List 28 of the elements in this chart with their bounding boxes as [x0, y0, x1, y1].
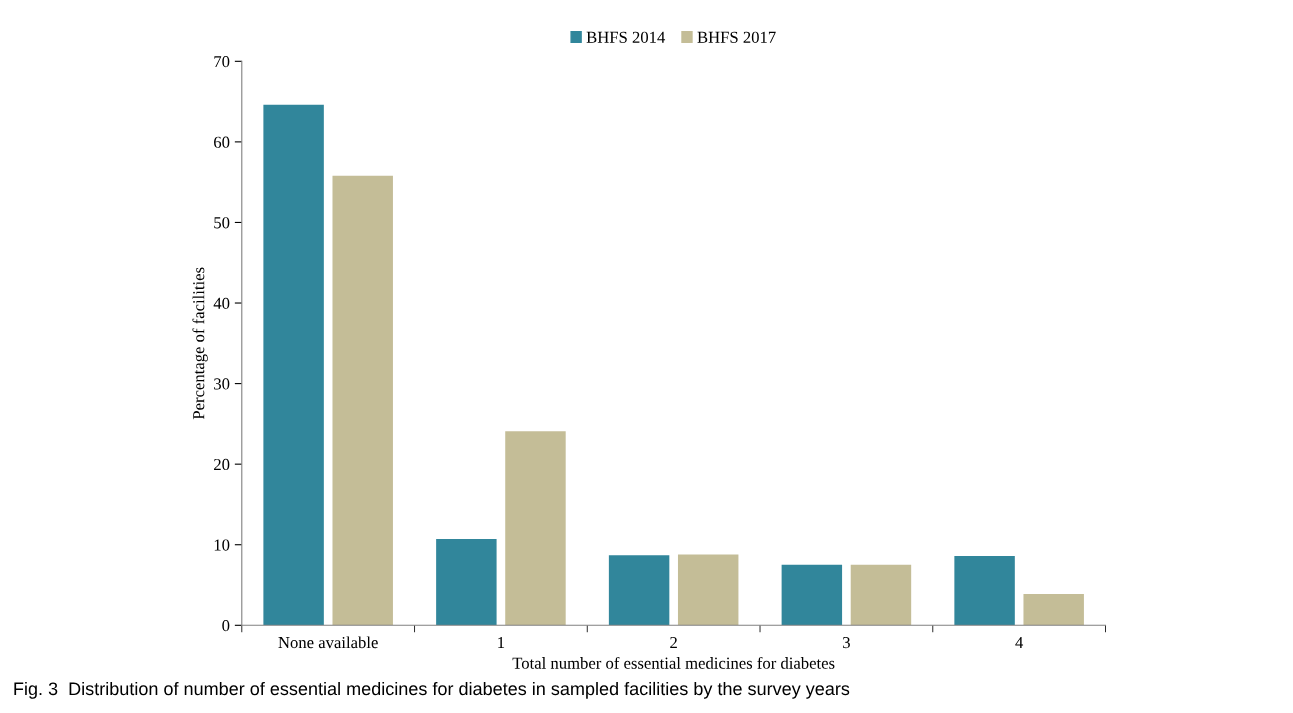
y-tick-label: 30: [214, 378, 230, 390]
x-tick-label: 4: [1015, 637, 1024, 648]
y-tick-label: 40: [213, 297, 230, 309]
bar: [332, 175, 393, 626]
x-tick-label: 2: [670, 636, 677, 648]
y-axis-title: Percentage of facilities: [192, 267, 208, 420]
bar: [436, 539, 497, 626]
y-tick-label: 10: [214, 539, 230, 551]
y-tick-label: 0: [222, 620, 230, 632]
caption: Fig. 3 Distribution of number of essential medicines for diabetes in sampled facilities by the survey years: [14, 681, 850, 699]
bar: [677, 554, 739, 626]
bar: [850, 564, 912, 626]
x-tick-label: 1: [498, 636, 505, 648]
y-tick-label: 70: [214, 56, 230, 68]
bar: [954, 556, 1015, 626]
bar: [263, 104, 324, 626]
x-tick-label: 3: [843, 636, 850, 649]
y-tick-label: 50: [214, 217, 230, 229]
y-tick-label: 60: [214, 136, 230, 148]
legend-label: BHFS 2014: [586, 31, 666, 43]
x-axis-title: Total number of essential medicines for diabetes: [512, 656, 835, 669]
x-tick-label: None available: [278, 636, 378, 649]
y-tick-label: 20: [214, 458, 230, 471]
legend-label: BHFS 2017: [697, 31, 776, 43]
bar: [505, 431, 566, 626]
bar: [608, 555, 670, 626]
bar: [1023, 593, 1084, 626]
bar: [781, 564, 843, 626]
